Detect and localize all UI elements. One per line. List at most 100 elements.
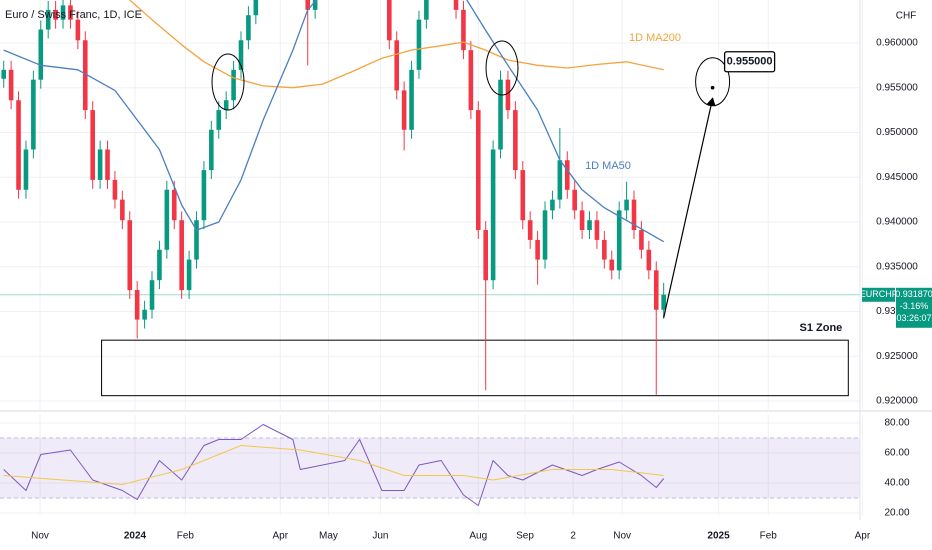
candle-body xyxy=(520,170,526,221)
candle-body xyxy=(305,0,311,10)
series-label: 1D MA50 xyxy=(585,160,631,172)
candle-body xyxy=(461,9,466,51)
candle-body xyxy=(616,210,622,271)
zone-label: S1 Zone xyxy=(800,322,843,334)
rsi-pane xyxy=(0,424,860,506)
candle-body xyxy=(587,220,592,231)
candle-body xyxy=(387,0,392,41)
candle-body xyxy=(312,0,318,10)
series-label: 1D MA200 xyxy=(629,32,681,44)
x-tick-label: 2025 xyxy=(707,531,730,542)
candle-body xyxy=(223,100,229,111)
candle-body xyxy=(68,5,73,20)
x-tick-label: Nov xyxy=(613,531,631,542)
x-tick-label: 2024 xyxy=(124,531,147,542)
candle-body xyxy=(498,79,503,150)
candle-body xyxy=(550,199,555,211)
rsi-tick-label: 20.00 xyxy=(884,508,909,519)
y-tick-label: 0.920000 xyxy=(876,396,918,407)
y-tick-label: 0.945000 xyxy=(876,172,918,183)
x-tick-label: Aug xyxy=(469,531,487,542)
candle-body xyxy=(8,69,14,101)
chart-title: Euro / Swiss Franc, 1D, ICE xyxy=(5,9,142,21)
rsi-band xyxy=(0,437,860,499)
target-box xyxy=(723,51,776,73)
candle-body xyxy=(602,239,607,260)
price-badge xyxy=(896,287,932,328)
candle-body xyxy=(505,79,511,111)
x-tick-label: Jun xyxy=(372,531,388,542)
line xyxy=(3,424,665,506)
candle-body xyxy=(401,90,407,130)
candle-body xyxy=(216,110,222,130)
currency-label: CHF xyxy=(896,11,917,22)
line xyxy=(3,445,664,485)
candle-body xyxy=(246,15,251,41)
candle-body xyxy=(179,220,184,291)
target-point xyxy=(710,85,715,90)
price-label: 0.931870 xyxy=(895,289,932,299)
candle-body xyxy=(542,210,548,260)
candle-body xyxy=(453,0,459,10)
candle-body xyxy=(186,259,192,291)
candle-body xyxy=(490,149,496,281)
candle-body xyxy=(142,309,147,320)
candle-body xyxy=(572,189,577,211)
candle-body xyxy=(82,40,88,111)
candle-body xyxy=(1,69,7,79)
highlight-circle xyxy=(211,53,245,111)
candle-body xyxy=(194,220,199,260)
candle-body xyxy=(238,40,244,70)
candle-body xyxy=(609,259,615,271)
y-tick-label: 0.925000 xyxy=(876,351,918,362)
candle-body xyxy=(201,170,207,221)
candle-body xyxy=(90,110,95,180)
candle-body xyxy=(424,0,429,20)
price-pane xyxy=(0,0,860,397)
candle-body xyxy=(513,110,518,171)
candle-body xyxy=(16,100,21,190)
countdown-label: 03:26:07 xyxy=(896,313,931,323)
candle-body xyxy=(579,210,585,231)
candle-body xyxy=(60,5,66,20)
candle-body xyxy=(409,69,414,130)
x-tick-label: Nov xyxy=(31,531,49,542)
y-tick-label: 0.960000 xyxy=(876,38,918,49)
candle-body xyxy=(120,199,125,221)
candle-body xyxy=(127,220,133,291)
candle-body xyxy=(23,149,29,190)
x-tick-label: Sep xyxy=(516,531,534,542)
x-tick-label: Feb xyxy=(177,531,195,542)
candle-body xyxy=(631,199,637,231)
candle-body xyxy=(394,40,400,91)
y-tick-label: 0.940000 xyxy=(876,217,918,228)
candle-body xyxy=(564,160,570,190)
support-zone xyxy=(101,339,849,397)
target-circle xyxy=(695,57,731,107)
candle-body xyxy=(475,110,481,231)
y-tick-label: 0.950000 xyxy=(876,127,918,138)
candle-body xyxy=(38,29,44,80)
candle-body xyxy=(653,270,659,310)
target-arrow xyxy=(663,97,716,318)
rsi-tick-label: 40.00 xyxy=(884,478,909,489)
candle-body xyxy=(594,220,600,240)
candle-body xyxy=(157,249,162,281)
candle-body xyxy=(112,179,118,200)
candle-body xyxy=(31,79,36,150)
candle-body xyxy=(75,19,81,41)
candle-body xyxy=(646,249,652,271)
candle-body xyxy=(231,69,236,101)
candle-body xyxy=(171,189,177,221)
candle-body xyxy=(661,294,666,310)
x-tick-label: May xyxy=(319,531,338,542)
change-label: -3.16% xyxy=(900,301,929,311)
candle-body xyxy=(527,220,533,240)
candle-body xyxy=(557,160,563,200)
y-tick-label: 0.955000 xyxy=(876,82,918,93)
rsi-tick-label: 80.00 xyxy=(884,418,909,429)
candle-body xyxy=(134,290,140,320)
rsi-tick-label: 60.00 xyxy=(884,448,909,459)
